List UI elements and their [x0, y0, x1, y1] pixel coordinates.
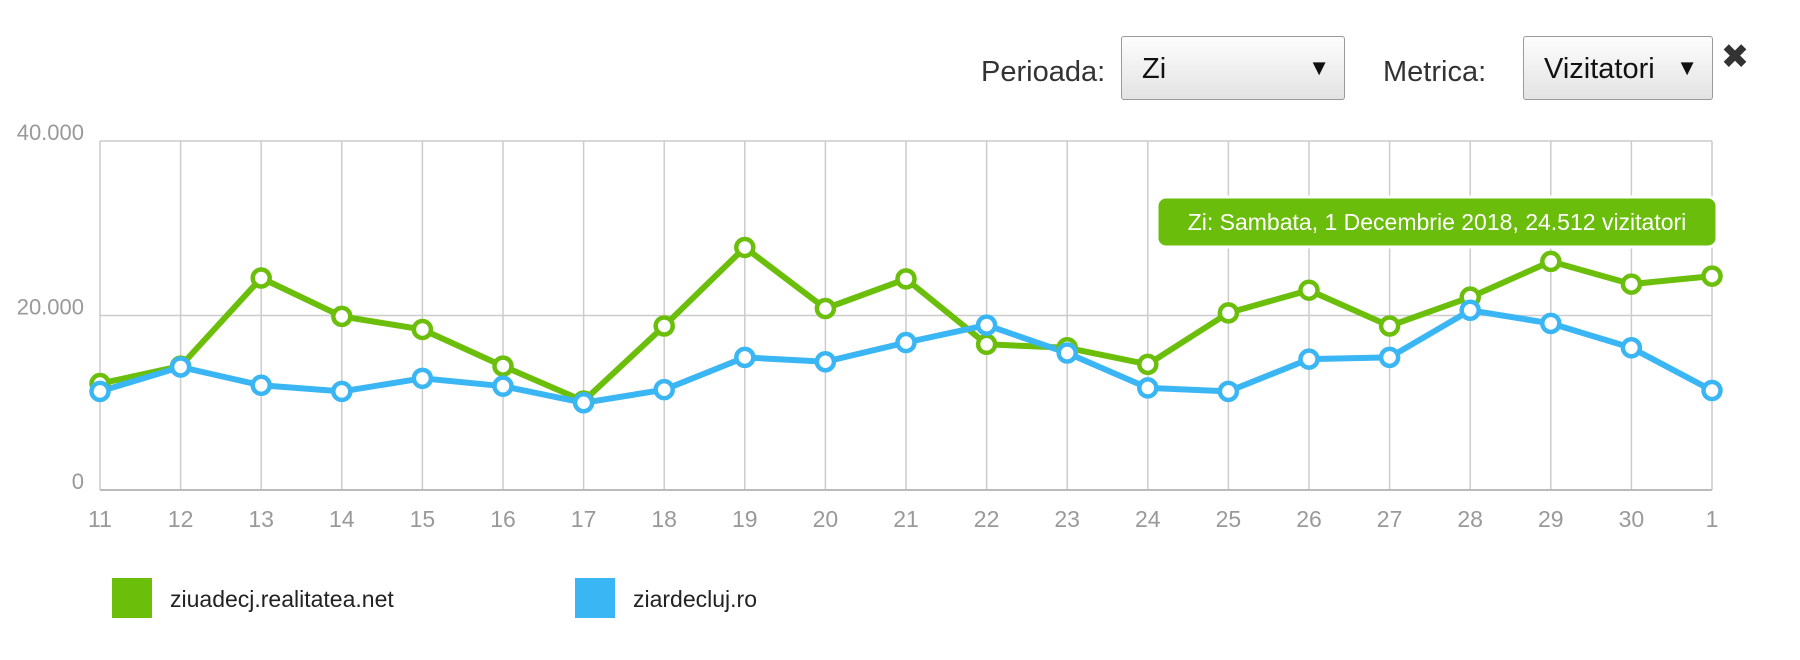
data-point: [734, 346, 756, 369]
x-tick-label: 18: [651, 506, 677, 532]
data-point: [1217, 380, 1240, 403]
legend-label: ziuadecj.realitatea.net: [170, 586, 394, 612]
metric-select-value: Vizitatori: [1544, 53, 1655, 85]
data-point: [895, 331, 917, 354]
data-point: [1298, 348, 1320, 370]
tooltip-box: [1155, 195, 1719, 249]
data-point: [331, 380, 353, 403]
x-tick-label: 17: [571, 506, 597, 532]
x-tick-label: 29: [1538, 506, 1564, 532]
data-point: [250, 374, 272, 397]
data-point: [1056, 342, 1078, 364]
chevron-down-icon: ▼: [1308, 55, 1330, 80]
y-tick-label: 40.000: [17, 120, 84, 145]
data-point: [1620, 273, 1643, 295]
legend-swatch: [575, 578, 615, 618]
x-tick-label: 24: [1135, 506, 1161, 532]
data-point: [1540, 312, 1562, 335]
chevron-down-icon: ▼: [1676, 55, 1698, 80]
data-point: [169, 356, 192, 378]
data-point: [492, 375, 514, 397]
x-tick-label: 25: [1216, 506, 1242, 532]
x-tick-label: 30: [1619, 506, 1645, 532]
data-point: [1701, 265, 1723, 287]
data-point: [653, 378, 675, 401]
metric-select[interactable]: Vizitatori ▼: [1523, 36, 1713, 100]
data-point: [1701, 379, 1723, 402]
x-tick-label: 28: [1457, 506, 1483, 532]
data-point: [1620, 337, 1643, 359]
data-point: [1298, 279, 1320, 301]
x-tick-label: 16: [490, 506, 516, 532]
data-point: [734, 236, 756, 259]
y-tick-label: 0: [72, 469, 84, 494]
x-tick-label: 22: [974, 506, 1000, 532]
period-select[interactable]: Zi ▼: [1121, 36, 1345, 100]
data-point: [975, 333, 998, 356]
y-tick-label: 20.000: [17, 295, 84, 320]
data-point: [975, 314, 998, 336]
x-tick-label: 21: [893, 506, 919, 532]
x-tick-label: 1: [1706, 506, 1719, 532]
x-tick-label: 15: [410, 506, 436, 532]
x-tick-label: 27: [1377, 506, 1403, 532]
x-tick-label: 12: [168, 506, 194, 532]
data-point: [1378, 346, 1401, 369]
data-point: [492, 355, 514, 377]
data-point: [89, 380, 111, 403]
data-point: [411, 367, 434, 390]
series-points: [89, 236, 1723, 414]
data-point: [411, 318, 434, 341]
close-icon[interactable]: ✖: [1720, 38, 1750, 76]
data-point: [653, 315, 675, 337]
data-point: [1378, 315, 1401, 337]
data-point: [1137, 353, 1159, 376]
y-axis-labels: 40.000 20.000 0: [17, 120, 84, 494]
x-tick-label: 26: [1296, 506, 1322, 532]
data-point: [1137, 377, 1159, 399]
data-point: [1217, 302, 1240, 324]
data-point: [1540, 250, 1562, 273]
legend-swatch: [112, 578, 152, 618]
data-point: [814, 297, 837, 320]
data-point: [814, 350, 837, 373]
data-point: [331, 305, 353, 328]
period-select-value: Zi: [1142, 53, 1167, 85]
legend-label: ziardecluj.ro: [633, 586, 757, 612]
tooltip-text: Zi: Sambata, 1 Decembrie 2018, 24.512 vi…: [1188, 209, 1687, 235]
period-label: Perioada:: [981, 56, 1106, 88]
x-tick-label: 11: [88, 506, 112, 532]
x-tick-label: 20: [813, 506, 839, 532]
chart-controls: Perioada: Zi ▼ Metrica: Vizitatori ▼ ✖: [0, 36, 1800, 102]
x-tick-label: 23: [1054, 506, 1080, 532]
x-tick-label: 19: [732, 506, 758, 532]
metric-label: Metrica:: [1383, 56, 1487, 88]
tooltip: Zi: Sambata, 1 Decembrie 2018, 24.512 vi…: [1155, 195, 1719, 249]
x-tick-label: 13: [248, 506, 274, 532]
data-point: [572, 392, 595, 414]
grid-lines: [99, 140, 1713, 491]
data-point: [1459, 299, 1481, 322]
x-axis-labels: 11 12 13 14 15 16 17 18 19 20 21 22 23 24 25 26 27 28 29 30…: [88, 506, 1718, 532]
data-point: [895, 268, 917, 290]
data-point: [250, 267, 272, 289]
x-tick-label: 14: [329, 506, 355, 532]
